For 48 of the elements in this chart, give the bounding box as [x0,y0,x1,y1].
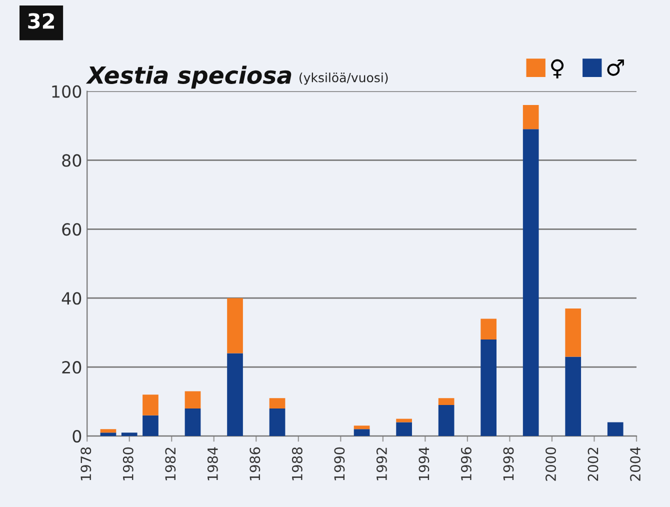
chart-subtitle: (yksilöä/vuosi) [300,72,388,85]
x-tick-label: 1982 [165,448,176,480]
bar [396,422,412,436]
x-tick-label: 1984 [207,447,218,480]
bar [227,353,243,436]
x-tick-label: 1988 [292,447,302,480]
text: 32 [28,13,54,29]
y-tick-label: 0 [72,430,82,443]
legend-label: ♀ [551,59,564,78]
bar [480,318,497,340]
x-tick-label: 1990 [334,447,345,480]
bar [100,429,116,433]
bar [565,356,582,436]
bar [522,129,539,436]
y-tick-label: 40 [62,292,82,305]
x-tick-label: 1994 [418,447,430,480]
x-tick-label: 1986 [250,447,260,480]
bar [227,298,243,354]
bar [142,394,158,416]
chart-title: Xestia speciosa [86,66,292,89]
y-tick-label: 20 [62,361,82,374]
bar [438,398,454,405]
x-tick-label: 2000 [546,447,556,481]
bar [184,391,201,408]
bar [607,422,624,436]
bar [142,415,158,436]
bar [121,432,138,436]
y-tick-label: 80 [62,154,82,167]
y-tick-label: 60 [62,223,82,236]
bar [565,308,582,357]
x-tick-label: 1978 [80,447,92,480]
bar [269,408,286,436]
bar [438,404,454,436]
bar [522,105,539,130]
x-tick-label: 1996 [460,447,472,480]
x-tick-label: 1998 [503,447,514,480]
x-tick-label: 2002 [588,448,598,481]
bar [100,432,116,436]
x-tick-label: 1992 [376,448,387,480]
legend-label: ♂ [607,60,624,76]
bar [269,398,286,408]
bar [480,339,497,436]
bar [184,408,201,436]
y-tick-label: 100 [52,85,82,98]
x-tick-label: 1980 [122,447,134,480]
x-tick-label: 2004 [630,447,641,481]
bar [354,429,370,436]
bar [354,426,370,430]
